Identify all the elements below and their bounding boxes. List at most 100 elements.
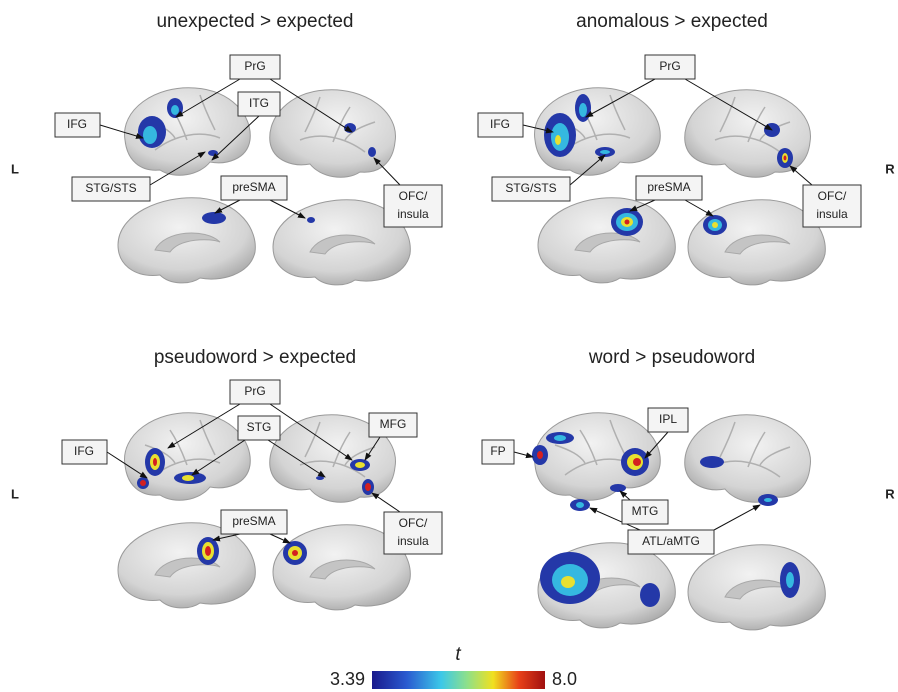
- colorbar: t 3.39 8.0: [330, 644, 577, 689]
- region-label: STG/STS: [85, 181, 136, 195]
- arrow: [789, 165, 813, 186]
- region-label: preSMA: [647, 180, 690, 194]
- panel-title: anomalous > expected: [576, 11, 768, 32]
- panel-title: word > pseudoword: [588, 347, 755, 368]
- label-box: [621, 499, 669, 525]
- region-label: OFC/: [399, 189, 428, 203]
- region-label: OFC/: [818, 189, 847, 203]
- panel: word > pseudoword FP IPL MTG ATL/aMTG: [481, 347, 826, 631]
- arrow: [269, 78, 353, 133]
- panel: pseudoword > expected PrG IFG STG MFG pr…: [61, 347, 443, 611]
- region-label: FP: [490, 444, 505, 458]
- label-box: [237, 91, 281, 117]
- label-box: [237, 415, 281, 441]
- label-box: [635, 175, 703, 201]
- label-box: [61, 439, 108, 465]
- colorbar-label: t: [455, 644, 461, 665]
- arrow: [269, 533, 291, 544]
- colorbar-gradient: [372, 671, 545, 689]
- region-label: IFG: [74, 444, 94, 458]
- region-label: insula: [397, 534, 429, 548]
- arrow: [373, 157, 401, 186]
- arrow: [684, 78, 773, 131]
- arrow: [211, 115, 260, 161]
- panel: unexpected > expected PrG IFG ITG STG/ST…: [54, 11, 443, 286]
- region-label: STG: [247, 420, 272, 434]
- activation: [138, 98, 376, 224]
- brain: [683, 89, 812, 179]
- arrow: [267, 439, 326, 478]
- colorbar-min: 3.39: [330, 669, 365, 689]
- arrow: [99, 124, 144, 139]
- arrow: [585, 78, 656, 118]
- brain: [537, 197, 676, 284]
- label-box: [368, 412, 418, 438]
- region-label: ITG: [249, 96, 269, 110]
- activation: [532, 432, 800, 607]
- side-label: L: [11, 161, 19, 176]
- arrow: [619, 490, 631, 501]
- region-label: PrG: [244, 384, 265, 398]
- label-box: [220, 509, 288, 535]
- side-label: L: [11, 486, 19, 501]
- region-label: OFC/: [399, 516, 428, 530]
- region-label: MTG: [632, 504, 659, 518]
- arrow: [212, 533, 241, 542]
- colorbar-max: 8.0: [552, 669, 577, 689]
- label-box: [627, 529, 715, 555]
- region-label: ATL/aMTG: [642, 534, 700, 548]
- label-box: [383, 184, 443, 228]
- panel-title: unexpected > expected: [156, 11, 353, 32]
- panel: anomalous > expected PrG IFG STG/STS pre…: [477, 11, 862, 286]
- region-label: IPL: [659, 412, 677, 426]
- arrow: [167, 403, 241, 449]
- side-label: R: [885, 161, 895, 176]
- arrow: [569, 154, 606, 186]
- arrow: [513, 451, 534, 459]
- arrow: [644, 431, 669, 459]
- arrow: [629, 199, 656, 212]
- region-label: insula: [397, 207, 429, 221]
- arrow: [191, 439, 246, 476]
- label-box: [802, 184, 862, 228]
- arrow: [214, 199, 241, 214]
- arrow: [106, 451, 148, 479]
- brain: [268, 89, 397, 179]
- arrow: [589, 507, 641, 531]
- region-label: MFG: [380, 417, 407, 431]
- region-label: preSMA: [232, 180, 275, 194]
- brain: [687, 544, 826, 631]
- arrow: [522, 124, 554, 134]
- brain: [117, 197, 256, 284]
- arrow: [175, 78, 241, 118]
- label-box: [71, 176, 151, 202]
- activation: [137, 448, 374, 565]
- arrow: [269, 403, 353, 461]
- arrow: [684, 199, 714, 217]
- arrow: [713, 504, 761, 531]
- side-label: R: [885, 486, 895, 501]
- arrow: [149, 151, 206, 186]
- label-box: [220, 175, 288, 201]
- region-label: insula: [816, 207, 848, 221]
- label-box: [477, 112, 524, 138]
- label-box: [383, 511, 443, 555]
- arrow: [364, 436, 381, 461]
- region-label: preSMA: [232, 514, 275, 528]
- region-label: STG/STS: [505, 181, 556, 195]
- label-box: [229, 54, 281, 80]
- panel-title: pseudoword > expected: [154, 347, 356, 368]
- region-label: PrG: [659, 59, 680, 73]
- region-label: IFG: [490, 117, 510, 131]
- region-label: PrG: [244, 59, 265, 73]
- arrow: [371, 492, 401, 513]
- label-box: [647, 407, 689, 433]
- label-box: [491, 176, 571, 202]
- region-label: IFG: [67, 117, 87, 131]
- label-box: [229, 379, 281, 405]
- arrow: [269, 199, 306, 219]
- label-box: [481, 439, 515, 465]
- label-box: [54, 112, 101, 138]
- label-box: [644, 54, 696, 80]
